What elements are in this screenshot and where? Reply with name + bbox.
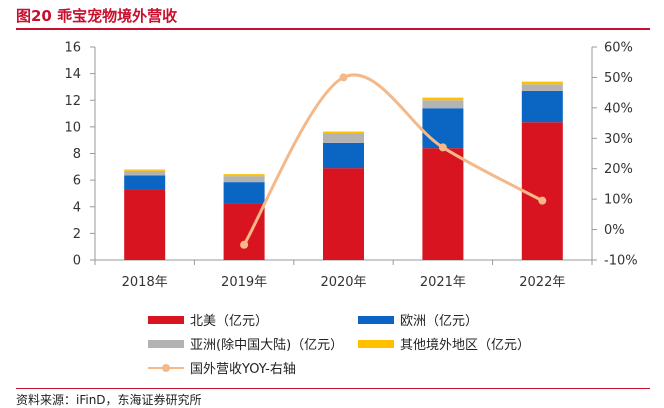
legend-item-europe: 欧洲（亿元） [358,310,478,329]
y2-tick-label-right: 60% [604,41,633,56]
x-tick-label: 2018年 [122,275,168,290]
bar-segment-series-2 [124,170,166,176]
bar-segment-series-2 [521,84,563,91]
y2-tick-label-right: -10% [604,254,638,269]
x-tick-label: 2020年 [320,275,366,290]
legend-label-north-america: 北美（亿元） [190,314,269,329]
bar-segment-series-0 [223,203,265,260]
x-tick-label: 2021年 [420,275,466,290]
legend-label-yoy-line: 国外营收YOY-右轴 [190,362,296,377]
y2-tick-label-right: 30% [604,132,633,147]
yoy-line [242,73,544,246]
bar-segment-series-2 [323,133,364,143]
legend-item-other-regions: 其他境外地区（亿元） [358,334,530,353]
y2-tick-label-right: 0% [604,223,625,238]
legend-item-yoy-line: 国外营收YOY-右轴 [148,358,296,377]
legend-item-asia: 亚洲(除中国大陆)（亿元） [148,334,343,353]
yoy-point [240,240,249,249]
figure-title: 图20 乖宝宠物境外营收 [16,7,178,25]
legend-line-marker-icon [148,363,184,373]
yoy-point [339,73,348,82]
bar-segment-series-0 [422,148,464,260]
y-tick-label-left: 4 [73,200,81,215]
y-tick-label-left: 12 [64,94,81,109]
legend-label-asia: 亚洲(除中国大陆)（亿元） [190,338,344,353]
bar-segment-series-3 [422,97,464,101]
yoy-point [538,196,547,205]
bar-segment-series-1 [323,142,364,169]
legend-item-north-america: 北美（亿元） [148,310,268,329]
title-rule [16,28,650,30]
y2-tick-label-right: 20% [604,162,633,177]
bar-segment-series-3 [521,81,563,85]
legend-swatch-north-america [148,315,184,324]
bar-segment-series-1 [422,108,464,149]
bar-segment-series-0 [521,122,563,260]
bar-segment-series-0 [124,189,166,260]
bar-segment-series-2 [422,100,464,109]
bar-segment-series-1 [223,182,265,204]
bar-segment-series-0 [323,168,364,260]
bar-segment-series-3 [124,169,166,171]
legend-label-other-regions: 其他境外地区（亿元） [400,338,531,353]
y-tick-label-left: 10 [64,120,81,135]
y-tick-label-left: 8 [73,147,81,162]
y2-tick-label-right: 40% [604,101,633,116]
bar-segment-series-3 [323,131,364,134]
y-tick-label-left: 16 [64,41,81,56]
legend-swatch-europe [358,315,394,324]
legend-swatch-other-regions [358,339,394,348]
yoy-point [438,143,447,152]
legend-swatch-asia [148,339,184,348]
y-tick-label-left: 6 [73,174,81,189]
bar-segment-series-1 [124,175,166,190]
bar-segment-series-1 [521,90,563,123]
y-tick-label-left: 14 [64,67,81,82]
y2-tick-label-right: 10% [604,193,633,208]
source-note: 资料来源：iFinD，东海证券研究所 [16,388,650,408]
x-tick-label: 2019年 [221,275,267,290]
y-tick-label-left: 0 [73,254,81,269]
bar-segment-series-3 [223,174,265,177]
legend-label-europe: 欧洲（亿元） [400,314,479,329]
bar-segment-series-2 [223,176,265,183]
y2-tick-label-right: 50% [604,71,633,86]
y-tick-label-left: 2 [73,227,81,242]
x-tick-label: 2022年 [519,275,565,290]
